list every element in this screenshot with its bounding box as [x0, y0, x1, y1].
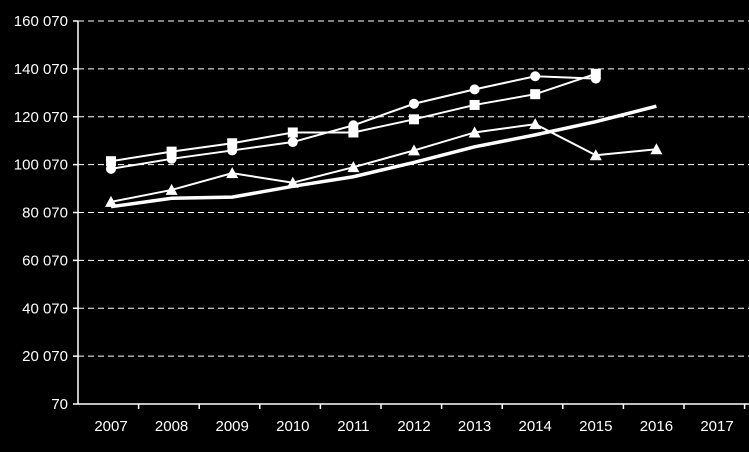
- data-point-triangle: [165, 183, 178, 195]
- x-tick-label: 2015: [579, 418, 612, 435]
- x-tick-label: 2013: [458, 418, 491, 435]
- data-point-square: [409, 114, 419, 125]
- data-point-square: [227, 138, 238, 149]
- series-square: [106, 68, 601, 167]
- data-point-triangle: [408, 144, 420, 156]
- series: [105, 68, 663, 209]
- series-line: [110, 72, 597, 163]
- data-point-circle: [530, 71, 541, 82]
- data-point-square: [287, 127, 298, 138]
- y-tick-label: 160 070: [14, 13, 68, 30]
- x-tick-label: 2012: [397, 418, 430, 435]
- x-tick-labels: 2007 2008 2009 2010 2011 2012 2013 2014 2015 2016…: [94, 418, 733, 435]
- data-point-circle: [409, 98, 419, 109]
- x-tick-label: 2011: [337, 418, 369, 435]
- data-point-square: [530, 89, 541, 100]
- y-tick-label: 60 070: [22, 252, 68, 269]
- x-tick-label: 2010: [276, 418, 309, 435]
- series-line: [110, 104, 657, 209]
- x-tick-label: 2016: [640, 418, 673, 435]
- data-point-triangle: [468, 126, 481, 138]
- data-point-square: [469, 99, 480, 110]
- y-tick-label: 70: [51, 396, 68, 413]
- data-point-triangle: [226, 167, 239, 179]
- y-tick-labels: 70 20 070 40 070 60 070 80 070 100 070 120 070…: [14, 13, 68, 413]
- y-tick-label: 140 070: [14, 61, 68, 78]
- data-point-square: [106, 156, 116, 167]
- x-tick-label: 2009: [216, 418, 249, 435]
- y-tick-label: 40 070: [22, 300, 68, 317]
- data-point-square: [590, 68, 601, 79]
- data-point-square: [348, 127, 359, 138]
- x-tick-label: 2014: [519, 418, 552, 435]
- data-point-triangle: [347, 161, 360, 173]
- data-point-triangle: [589, 149, 602, 161]
- x-tick-label: 2008: [155, 418, 188, 435]
- data-point-square: [166, 146, 177, 157]
- data-point-circle: [469, 84, 480, 95]
- data-point-triangle: [529, 118, 542, 130]
- axes: [73, 20, 749, 409]
- series-circle: [106, 71, 601, 174]
- y-tick-label: 20 070: [22, 348, 68, 365]
- x-tick-label: 2007: [94, 418, 127, 435]
- data-point-triangle: [105, 195, 117, 207]
- y-tick-label: 80 070: [22, 205, 68, 222]
- data-point-triangle: [650, 143, 663, 155]
- series-none: [110, 104, 657, 209]
- data-point-circle: [287, 137, 298, 148]
- series-line: [110, 123, 657, 203]
- series-triangle: [105, 118, 663, 207]
- data-point-circle: [106, 163, 116, 174]
- x-tick-label: 2017: [700, 418, 733, 435]
- y-tick-label: 100 070: [14, 157, 68, 174]
- y-tick-label: 120 070: [14, 109, 68, 126]
